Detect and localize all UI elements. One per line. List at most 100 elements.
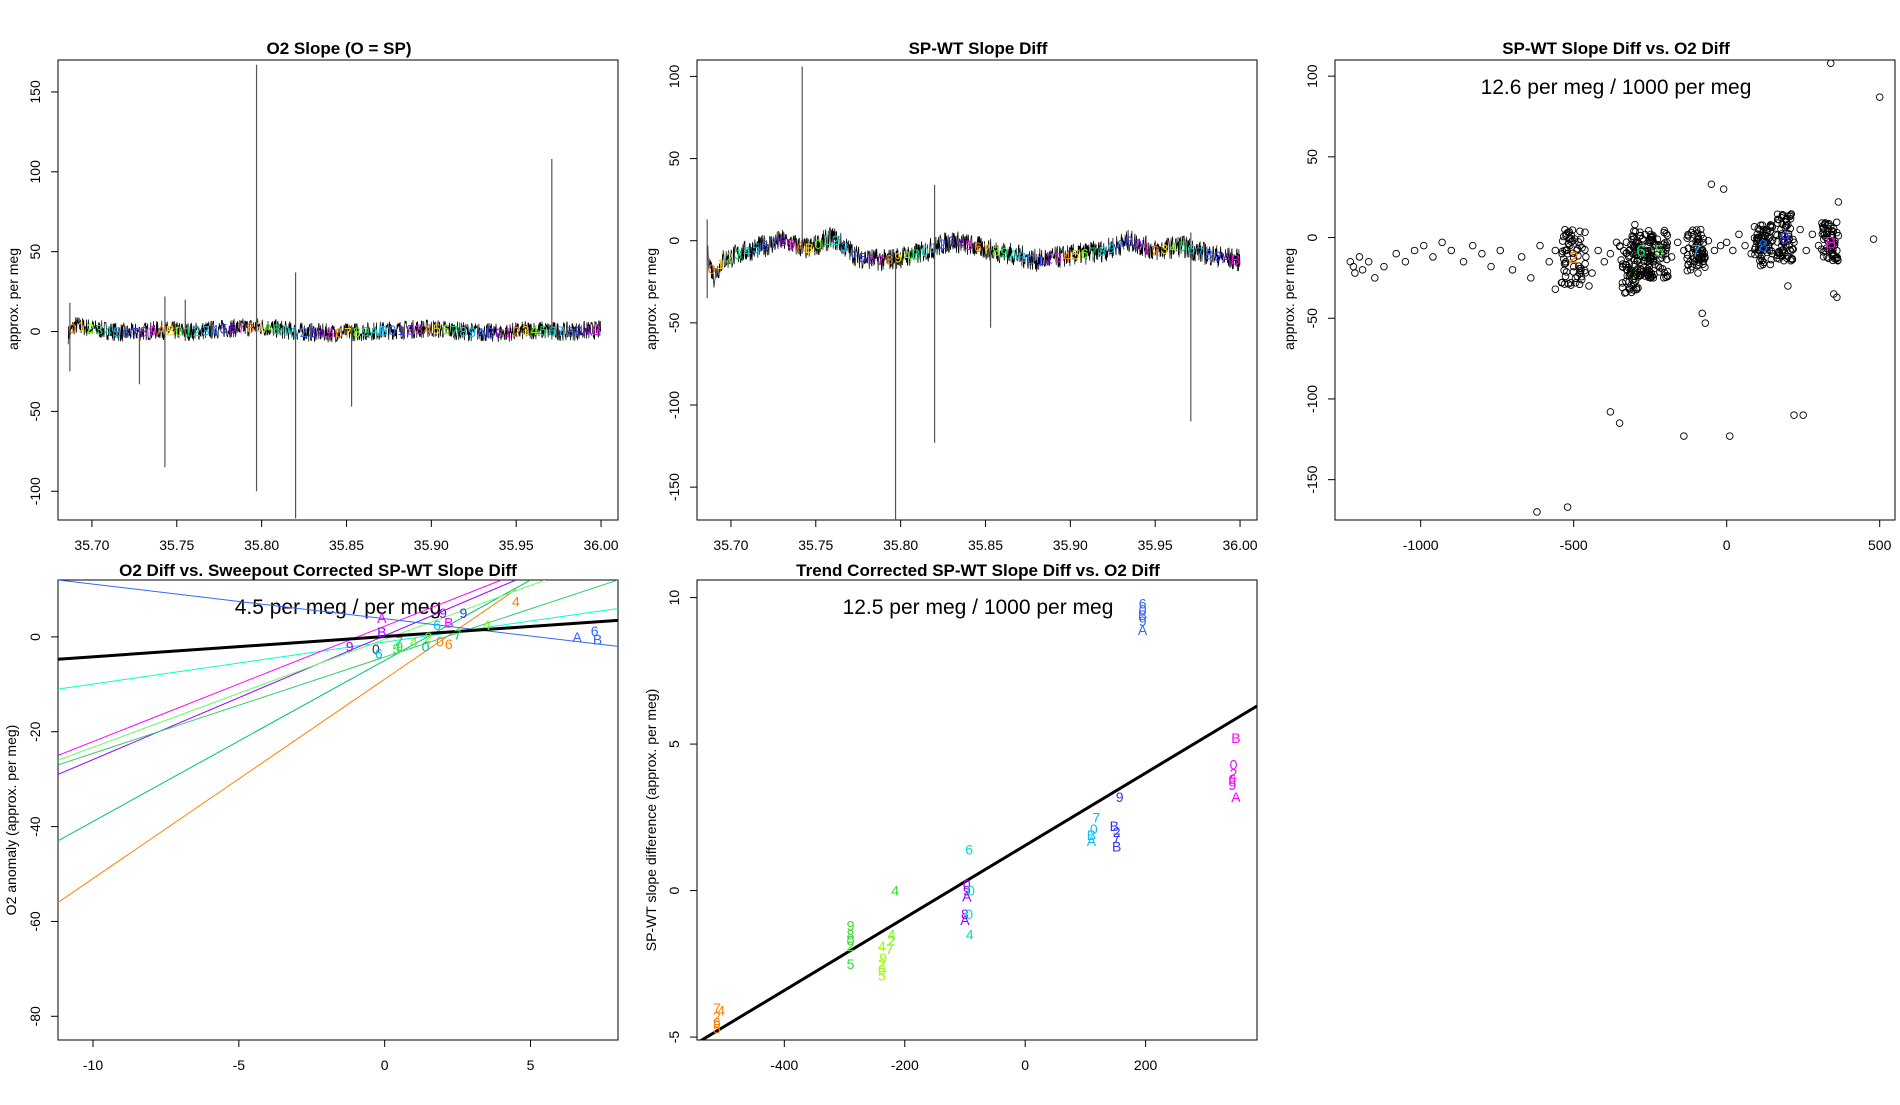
cluster-point <box>1778 246 1786 255</box>
data-point <box>1364 258 1373 266</box>
series-marker-label: 9 <box>894 250 902 266</box>
panel-trend-corrected: Trend Corrected SP-WT Slope Diff vs. O2 … <box>643 561 1258 1073</box>
point-label: 9 <box>879 950 887 966</box>
point-label: 0 <box>436 634 444 650</box>
point-label: 2 <box>1230 765 1238 781</box>
series-marker-label: 0 <box>388 322 396 338</box>
series-marker-label: A <box>1009 247 1019 263</box>
cluster-point <box>1780 238 1788 247</box>
point-label: 0 <box>878 962 886 978</box>
series-marker-label: 3 <box>1161 241 1169 257</box>
point-label: A <box>1087 833 1097 849</box>
cluster-label: 7 <box>1691 241 1700 260</box>
cluster-point <box>1642 248 1650 256</box>
point-label: 6 <box>445 636 453 652</box>
point-label: B <box>1110 818 1119 834</box>
panel-spwt-vs-o2-title: SP-WT Slope Diff vs. O2 Diff <box>1502 39 1730 58</box>
panel-spwt-vs-o2-annotation: 12.6 per meg / 1000 per meg <box>1481 76 1752 99</box>
point-label: 5 <box>878 968 886 984</box>
series-marker-label: B <box>1018 249 1027 265</box>
cluster-point <box>1766 221 1775 229</box>
point-label: 6 <box>433 617 441 633</box>
cluster-point <box>1773 231 1781 240</box>
cluster-point <box>1761 239 1769 248</box>
point-label: B <box>1138 607 1147 623</box>
cluster-point <box>1759 260 1767 269</box>
cluster-label: 6 <box>1636 241 1645 260</box>
point-label: A <box>960 912 970 928</box>
series-marker-label: 3 <box>522 323 530 339</box>
cluster-point <box>1662 243 1671 252</box>
cluster-point <box>1684 244 1693 253</box>
point-label: 6 <box>1139 595 1147 611</box>
cluster-point <box>1567 281 1575 289</box>
y-tick-label: -50 <box>666 313 682 333</box>
cluster-point <box>1829 224 1838 233</box>
cluster-point <box>1564 228 1572 237</box>
cluster-point <box>1689 244 1698 253</box>
series-marker-label: 3 <box>95 321 103 337</box>
series-marker-label: 7 <box>237 320 245 336</box>
cluster-point <box>1690 230 1698 239</box>
cluster-point <box>1695 255 1703 264</box>
series-marker-label: 0 <box>921 243 929 259</box>
data-point <box>1355 253 1364 261</box>
x-tick-label: -400 <box>770 1057 798 1073</box>
x-tick-label: 35.95 <box>499 537 534 553</box>
series-marker-label: A <box>1115 236 1125 252</box>
data-point <box>1869 235 1878 243</box>
series-marker-label: 1 <box>717 256 725 272</box>
series-marker-label: 3 <box>309 324 317 340</box>
x-tick-label: 35.90 <box>1053 537 1088 553</box>
point-label: 7 <box>1113 830 1121 846</box>
data-point <box>1468 241 1477 250</box>
cluster-point <box>1622 238 1631 246</box>
y-tick-label: 0 <box>27 633 43 641</box>
cluster-point <box>1558 237 1567 245</box>
series-marker-label: A <box>476 324 486 340</box>
cluster-point <box>1778 211 1787 219</box>
series-marker-label: 9 <box>1214 248 1222 264</box>
point-label: 9 <box>346 638 354 654</box>
series-marker-label: 6 <box>122 325 130 341</box>
x-tick-label: 35.80 <box>883 537 918 553</box>
series-marker-label: 4 <box>743 243 751 259</box>
data-point <box>1790 411 1798 419</box>
series-marker-label: 5 <box>539 322 547 338</box>
series-marker-label: 8 <box>566 323 574 339</box>
series-marker-label: 4 <box>211 322 219 338</box>
series-marker-label: 7 <box>451 323 459 339</box>
cluster-point <box>1694 269 1702 277</box>
point-label: 2 <box>847 938 855 954</box>
point-label: B <box>444 615 453 631</box>
series-marker-label: B <box>272 321 281 337</box>
cluster-point <box>1636 271 1644 280</box>
point-label: 0 <box>847 932 855 948</box>
series-marker-label: A <box>796 239 806 255</box>
y-tick-label: -100 <box>666 391 682 419</box>
point-label: B <box>1231 730 1240 746</box>
cluster-point <box>1825 245 1833 253</box>
x-tick-label: -200 <box>891 1057 919 1073</box>
fit-line <box>698 704 1257 1040</box>
series-marker-label: 2 <box>1045 251 1053 267</box>
series-marker-label: 9 <box>255 319 263 335</box>
point-label: B <box>377 624 386 640</box>
point-label: 9 <box>847 918 855 934</box>
cluster-point <box>1693 235 1702 244</box>
series-marker-label: B <box>911 246 920 262</box>
cluster-point <box>1785 235 1794 243</box>
y-tick-label: -50 <box>1304 308 1320 328</box>
data-point <box>1875 93 1884 101</box>
x-tick-label: 35.75 <box>798 537 833 553</box>
panel-o2-vs-sweepout-title: O2 Diff vs. Sweepout Corrected SP-WT Slo… <box>119 561 517 580</box>
point-label: 7 <box>1092 809 1100 825</box>
plot-frame <box>57 579 619 1041</box>
y-tick-label: -5 <box>666 1031 682 1044</box>
cluster-point <box>1649 274 1658 282</box>
y-tick-label: 50 <box>666 151 682 167</box>
series-marker-label: 7 <box>557 323 565 339</box>
series-marker-label: 0 <box>175 323 183 339</box>
